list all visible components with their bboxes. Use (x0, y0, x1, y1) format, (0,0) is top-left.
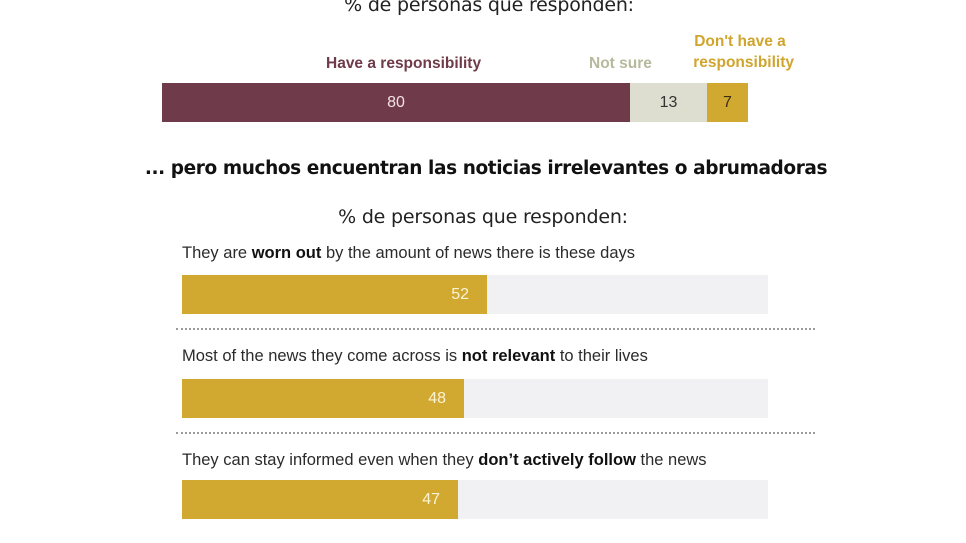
bar-value: 47 (422, 490, 440, 508)
label-bold: worn out (251, 244, 322, 262)
legend-dont-have-responsibility: Don't have a responsibility (686, 31, 794, 73)
segment-dont-have-responsibility: 7 (707, 83, 748, 122)
legend-not-sure: Not sure (589, 55, 652, 72)
label-text: Most of the news they come across is (182, 347, 462, 365)
label-text: the news (635, 451, 707, 469)
segment-not-sure: 13 (630, 83, 707, 122)
segment-have-responsibility: 80 (162, 83, 630, 122)
bar-fill-dont-follow: 47 (182, 480, 458, 519)
question-label-dont-follow: They can stay informed even when they do… (182, 451, 707, 470)
label-text: They are (182, 244, 252, 262)
bar-track-worn-out: 52 (182, 275, 768, 314)
legend-line-1: Don't have a (694, 33, 786, 50)
bar-track-not-relevant: 48 (182, 379, 768, 418)
question-label-worn-out: They are worn out by the amount of news … (182, 244, 635, 263)
label-text: They can stay informed even when they (182, 451, 479, 469)
bar-fill-worn-out: 52 (182, 275, 487, 314)
label-text: to their lives (555, 347, 648, 365)
segment-value: 7 (723, 93, 732, 111)
stacked-bar: 80 13 7 (162, 83, 748, 122)
divider (176, 328, 815, 330)
bottom-headline: ... pero muchos encuentran las noticias … (144, 158, 828, 179)
bar-value: 52 (451, 285, 469, 303)
segment-value: 13 (659, 93, 678, 111)
divider (176, 432, 815, 434)
segment-value: 80 (387, 93, 405, 111)
legend-have-responsibility: Have a responsibility (326, 55, 482, 72)
bar-track-dont-follow: 47 (182, 480, 768, 519)
bar-value: 48 (428, 389, 446, 407)
question-label-not-relevant: Most of the news they come across is not… (182, 347, 648, 366)
top-subtitle: % de personas que responden: (344, 0, 634, 16)
legend-line-2: responsibility (693, 54, 794, 71)
label-text: by the amount of news there is these day… (321, 244, 636, 262)
label-bold: not relevant (461, 347, 556, 365)
bottom-subtitle: % de personas que responden: (338, 206, 628, 228)
label-bold: don’t actively follow (478, 451, 636, 469)
bar-fill-not-relevant: 48 (182, 379, 464, 418)
